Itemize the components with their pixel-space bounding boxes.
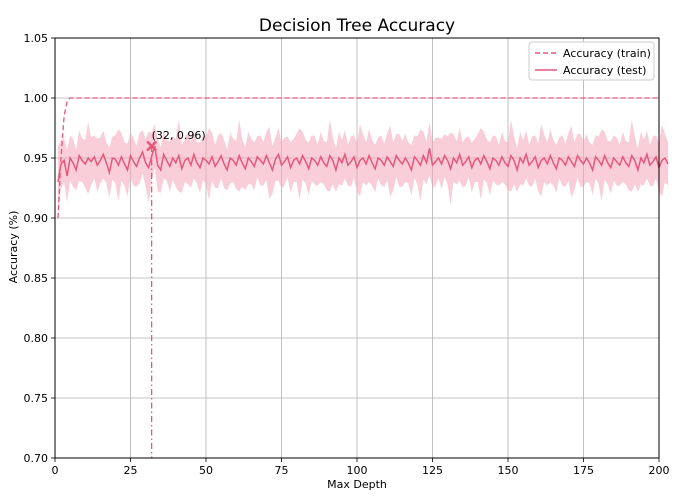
y-tick-label: 0.90 [24, 212, 49, 225]
y-tick-label: 0.75 [24, 392, 49, 405]
legend-label: Accuracy (test) [563, 64, 646, 77]
chart-title: Decision Tree Accuracy [259, 16, 455, 36]
y-tick-label: 0.85 [24, 272, 49, 285]
y-tick-label: 1.05 [24, 32, 49, 45]
x-tick-label: 150 [498, 464, 519, 477]
test-accuracy-band [58, 119, 669, 218]
x-axis-label: Max Depth [327, 478, 387, 491]
legend: Accuracy (train) Accuracy (test) [528, 41, 655, 81]
best-point-label: (32, 0.96) [152, 129, 206, 142]
x-tick-label: 75 [275, 464, 289, 477]
series-line-accuracy-test [57, 145, 669, 183]
legend-label: Accuracy (train) [563, 47, 651, 60]
x-tick-label: 25 [124, 464, 138, 477]
y-axis-label: Accuracy (%) [7, 211, 20, 284]
x-tick-label: 175 [573, 464, 594, 477]
y-tick-label: 0.70 [24, 452, 49, 465]
y-tick-label: 1.00 [24, 92, 49, 105]
annotations: (32, 0.96) [146, 129, 206, 458]
y-tick-label: 0.80 [24, 332, 49, 345]
y-tick-label: 0.95 [24, 152, 49, 165]
series-line-accuracy-train [57, 97, 659, 219]
x-tick-label: 100 [347, 464, 368, 477]
best-point-marker [146, 140, 158, 152]
test-band-area [58, 119, 669, 218]
y-ticks: 0.70 0.75 0.80 0.85 0.90 0.95 1.00 1.05 [24, 32, 55, 465]
legend-box [528, 41, 655, 81]
x-ticks: 0 25 50 75 100 125 150 175 200 [52, 458, 670, 477]
x-tick-label: 0 [52, 464, 59, 477]
series-lines [57, 97, 669, 219]
x-tick-label: 200 [649, 464, 670, 477]
x-tick-label: 125 [422, 464, 443, 477]
x-tick-label: 50 [199, 464, 213, 477]
